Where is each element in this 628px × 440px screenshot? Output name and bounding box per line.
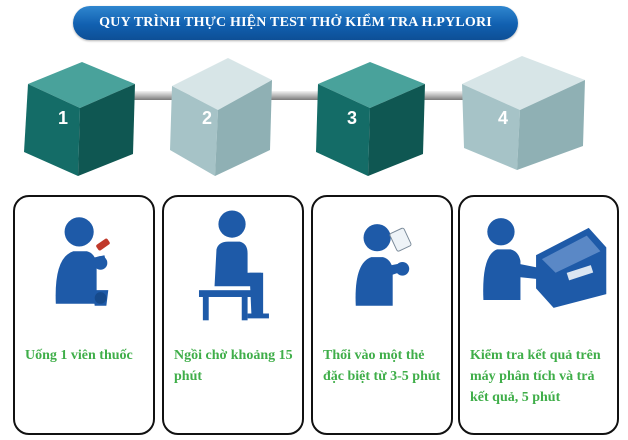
cube-4-right xyxy=(517,80,585,170)
person-sitting-icon xyxy=(198,210,269,321)
cube-1-left xyxy=(24,84,80,176)
step-number-2: 2 xyxy=(202,108,212,128)
step-caption-3: Thổi vào một thẻ đặc biệt từ 3-5 phút xyxy=(323,348,441,384)
page-title: QUY TRÌNH THỰC HIỆN TEST THỞ KIỂM TRA H.… xyxy=(73,6,518,40)
person-with-analyzer-icon xyxy=(483,218,607,308)
cube-2-top xyxy=(172,58,272,110)
step-number-4: 4 xyxy=(498,108,508,128)
cube-4-top xyxy=(462,56,585,110)
step-card-2: Ngồi chờ khoảng 15 phút xyxy=(162,195,304,435)
step-number-3: 3 xyxy=(347,108,357,128)
cube-3-left xyxy=(316,84,370,176)
cube-3-top xyxy=(318,62,425,108)
person-blowing-card-icon xyxy=(355,224,412,306)
connector-rod-2 xyxy=(255,91,335,100)
connector-rod-1 xyxy=(110,91,190,100)
cube-2-right xyxy=(215,80,272,176)
cube-4-left xyxy=(462,84,520,170)
step-cubes-strip: 1 2 3 4 xyxy=(24,56,585,176)
step-caption-1: Uống 1 viên thuốc xyxy=(25,348,133,363)
person-taking-pill-icon xyxy=(55,217,110,306)
cube-1-top xyxy=(28,62,135,108)
step-cube-2: 2 xyxy=(170,58,272,176)
cube-3-right xyxy=(368,84,425,176)
cube-1-right xyxy=(78,84,135,176)
step-card-4: Kiểm tra kết quả trên máy phân tích và t… xyxy=(458,195,619,435)
step-caption-4: Kiểm tra kết quả trên máy phân tích và t… xyxy=(470,348,601,405)
step-cube-1: 1 xyxy=(24,62,135,176)
cube-2-left xyxy=(170,86,218,176)
step-card-1: Uống 1 viên thuốc xyxy=(13,195,155,435)
step-number-1: 1 xyxy=(58,108,68,128)
step-card-3: Thổi vào một thẻ đặc biệt từ 3-5 phút xyxy=(311,195,453,435)
step-caption-2: Ngồi chờ khoảng 15 phút xyxy=(174,348,293,384)
step-cube-3: 3 xyxy=(316,62,425,176)
step-cube-4: 4 xyxy=(462,56,585,170)
connector-rod-3 xyxy=(405,91,480,100)
